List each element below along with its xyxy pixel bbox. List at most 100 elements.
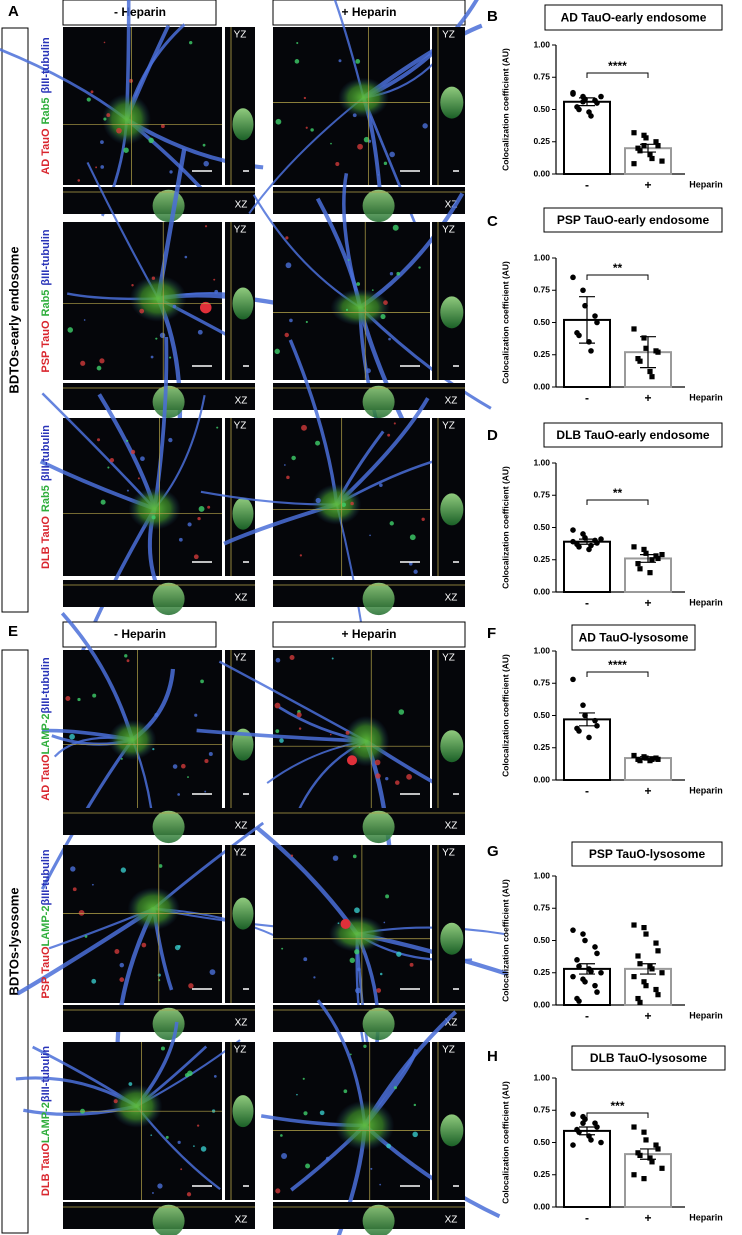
puncta (67, 327, 74, 333)
y-tick-label: 1.00 (533, 39, 550, 49)
data-point (647, 368, 653, 375)
puncta (299, 554, 303, 557)
puncta (200, 1146, 207, 1152)
panel-letter: F (487, 625, 496, 642)
soma (338, 77, 389, 118)
neurite (152, 336, 169, 509)
puncta (352, 113, 357, 118)
puncta (113, 1099, 118, 1104)
data-point (653, 986, 659, 993)
data-point (631, 922, 637, 928)
data-point (570, 676, 576, 683)
data-point (588, 968, 594, 975)
soma (329, 915, 385, 952)
puncta (92, 693, 97, 698)
significance-label: **** (608, 658, 627, 672)
data-point (655, 948, 661, 954)
puncta (330, 142, 332, 145)
soma (108, 719, 157, 760)
puncta (305, 320, 308, 324)
xz-signal (152, 385, 185, 419)
data-point (649, 374, 655, 380)
yz-signal (232, 287, 254, 320)
data-point (655, 992, 661, 998)
y-tick-label: 0.50 (533, 1137, 550, 1147)
data-point (655, 1146, 661, 1152)
puncta (325, 1156, 330, 1161)
panel-letter: A (8, 3, 19, 20)
yz-label: YZ (442, 653, 455, 664)
yz-label: YZ (442, 225, 455, 236)
x-axis-title: Heparin (689, 1010, 723, 1020)
puncta (305, 1163, 311, 1169)
significance-bracket (586, 671, 649, 677)
puncta (116, 127, 122, 134)
micrograph (40, 612, 222, 890)
puncta (83, 319, 86, 321)
title-box (543, 207, 723, 233)
puncta (157, 973, 161, 977)
puncta (154, 713, 159, 718)
puncta (329, 733, 332, 736)
yz-signal (440, 1114, 464, 1147)
title-box (544, 4, 723, 31)
row-label-part: PSP TauO (40, 946, 52, 999)
puncta (341, 502, 346, 507)
data-point (582, 937, 588, 944)
y-tick-label: 0.75 (533, 490, 550, 500)
puncta (119, 977, 125, 982)
panel-letter: C (487, 213, 498, 230)
puncta (386, 1143, 392, 1149)
data-point (631, 544, 637, 550)
puncta (303, 1111, 308, 1116)
data-point (641, 143, 647, 149)
red-spot (346, 755, 358, 766)
y-tick-label: 0.25 (533, 967, 550, 977)
neurite (196, 728, 367, 743)
puncta (151, 515, 156, 520)
data-point (570, 927, 576, 933)
puncta (119, 962, 125, 968)
y-tick-label: 0.75 (533, 285, 550, 295)
y-tick-label: 1.00 (533, 252, 550, 262)
puncta (383, 161, 388, 166)
puncta (198, 506, 205, 512)
data-point (592, 982, 598, 989)
puncta (365, 368, 371, 374)
data-point (576, 1129, 582, 1135)
puncta (418, 266, 421, 269)
puncta (289, 655, 295, 660)
yz-background (225, 650, 255, 808)
data-point (631, 974, 637, 980)
puncta (389, 521, 394, 526)
puncta (349, 957, 355, 964)
panel-letter: H (487, 1048, 498, 1065)
y-tick-label: 0.25 (533, 136, 550, 146)
puncta (131, 284, 134, 287)
data-point (598, 93, 604, 100)
x-tick-label: + (644, 1009, 651, 1023)
data-point (631, 1124, 637, 1130)
y-tick-label: 1.00 (533, 1072, 550, 1082)
puncta (371, 289, 374, 292)
y-tick-label: 0.75 (533, 1105, 550, 1115)
puncta (157, 1183, 163, 1189)
puncta (354, 907, 360, 914)
puncta (408, 561, 413, 566)
puncta (124, 654, 128, 658)
puncta (383, 921, 386, 924)
puncta (296, 1093, 298, 1096)
puncta (109, 458, 115, 463)
data-point (586, 734, 592, 741)
puncta (375, 773, 381, 779)
puncta (421, 517, 425, 521)
puncta (165, 1135, 169, 1139)
data-point (582, 302, 588, 309)
data-point (576, 963, 582, 970)
y-tick-label: 0.50 (533, 522, 550, 532)
y-tick-label: 0.75 (533, 72, 550, 82)
data-point (570, 538, 576, 545)
puncta (186, 1192, 192, 1197)
row-label-part: AD TauO (40, 128, 52, 175)
